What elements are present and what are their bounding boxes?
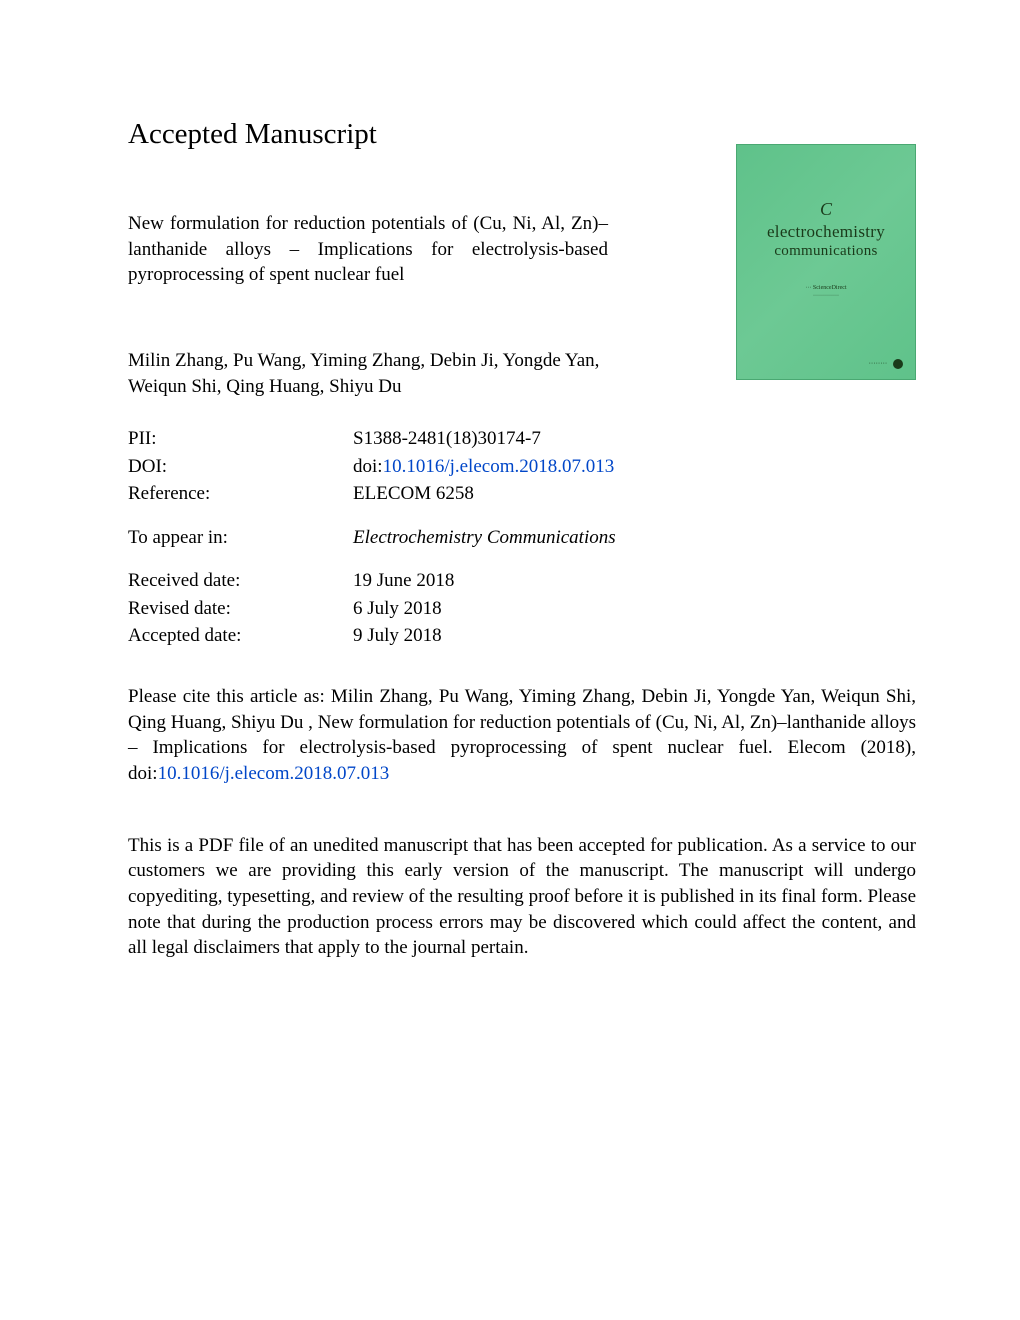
- meta-row-pii: PII: S1388-2481(18)30174-7: [128, 425, 916, 453]
- meta-row-doi: DOI: doi:10.1016/j.elecom.2018.07.013: [128, 453, 916, 481]
- received-value: 19 June 2018: [353, 567, 916, 595]
- cover-c-icon: C: [737, 199, 915, 220]
- cover-logo: C electrochemistry communications: [737, 199, 915, 260]
- meta-row-appear: To appear in: Electrochemistry Communica…: [128, 524, 916, 552]
- meta-row-accepted: Accepted date: 9 July 2018: [128, 622, 916, 650]
- revised-label: Revised date:: [128, 595, 353, 623]
- disclaimer-text: This is a PDF file of an unedited manusc…: [128, 833, 916, 961]
- appear-label: To appear in:: [128, 524, 353, 552]
- header-row: Accepted Manuscript New formulation for …: [128, 118, 916, 399]
- meta-row-revised: Revised date: 6 July 2018: [128, 595, 916, 623]
- cover-journal-line1: electrochemistry: [767, 222, 885, 241]
- meta-row-reference: Reference: ELECOM 6258: [128, 480, 916, 508]
- appear-value: Electrochemistry Communications: [353, 524, 916, 552]
- left-column: Accepted Manuscript New formulation for …: [128, 118, 736, 399]
- received-label: Received date:: [128, 567, 353, 595]
- reference-value: ELECOM 6258: [353, 480, 916, 508]
- publisher-logo-icon: [893, 359, 903, 369]
- journal-cover-image: C electrochemistry communications ··· Sc…: [736, 144, 916, 380]
- article-title: New formulation for reduction potentials…: [128, 211, 608, 288]
- doi-link[interactable]: 10.1016/j.elecom.2018.07.013: [383, 456, 615, 477]
- doi-value: doi:10.1016/j.elecom.2018.07.013: [353, 453, 916, 481]
- accepted-label: Accepted date:: [128, 622, 353, 650]
- pii-label: PII:: [128, 425, 353, 453]
- citation-text: Please cite this article as: Milin Zhang…: [128, 684, 916, 787]
- citation-doi-link[interactable]: 10.1016/j.elecom.2018.07.013: [158, 763, 390, 784]
- doi-prefix: doi:: [353, 456, 383, 477]
- metadata-table: PII: S1388-2481(18)30174-7 DOI: doi:10.1…: [128, 425, 916, 650]
- page-heading: Accepted Manuscript: [128, 118, 706, 151]
- accepted-value: 9 July 2018: [353, 622, 916, 650]
- cover-journal-line2: communications: [774, 243, 877, 259]
- meta-row-received: Received date: 19 June 2018: [128, 567, 916, 595]
- cover-small-text: ··· ScienceDirect·············: [737, 285, 915, 301]
- authors-list: Milin Zhang, Pu Wang, Yiming Zhang, Debi…: [128, 348, 608, 399]
- doi-label: DOI:: [128, 453, 353, 481]
- cover-publisher: ········: [869, 359, 903, 369]
- revised-value: 6 July 2018: [353, 595, 916, 623]
- pii-value: S1388-2481(18)30174-7: [353, 425, 916, 453]
- reference-label: Reference:: [128, 480, 353, 508]
